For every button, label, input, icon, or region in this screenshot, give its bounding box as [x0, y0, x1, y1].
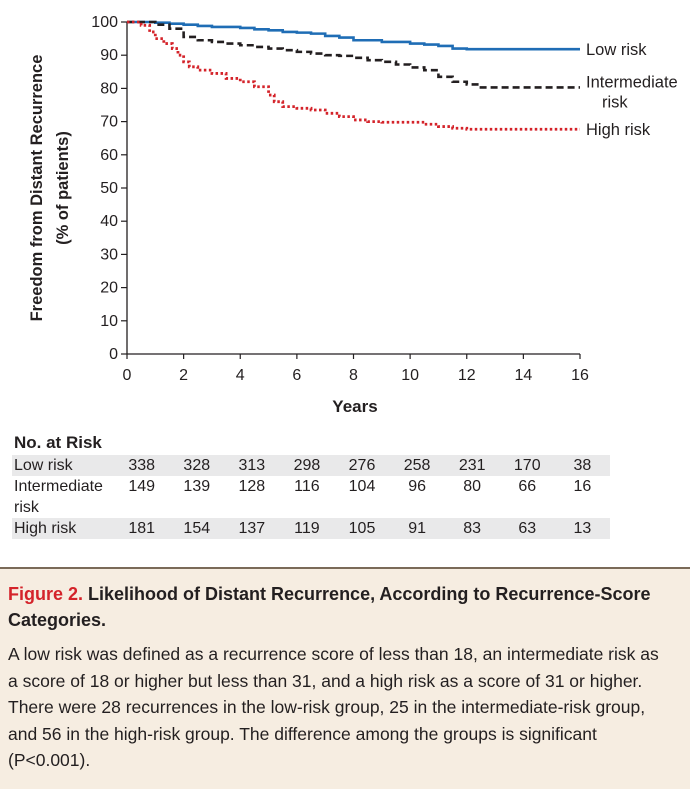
risk-count: 13 [554, 518, 610, 539]
risk-count: 231 [444, 455, 500, 476]
x-tick-label: 16 [571, 367, 589, 384]
risk-row-low: Low risk 338 328 313 298 276 258 231 170… [12, 455, 610, 476]
x-tick-label: 6 [292, 367, 301, 384]
x-tick-label: 10 [401, 367, 419, 384]
risk-count: 181 [114, 518, 170, 539]
series-line-low-risk [127, 20, 580, 51]
risk-count: 16 [573, 478, 592, 495]
y-axis-label-unit: (% of patients) [54, 131, 72, 245]
y-tick-label: 10 [100, 313, 118, 330]
risk-count: 104 [348, 478, 376, 495]
risk-count: 276 [334, 455, 390, 476]
risk-count: 139 [183, 478, 211, 495]
x-tick-label: 4 [236, 367, 245, 384]
x-axis-label: Years [332, 397, 377, 416]
series-line-intermediate-risk [127, 20, 580, 89]
figure-label: Figure 2. [8, 584, 84, 604]
risk-count: 96 [408, 478, 426, 495]
risk-count: 137 [224, 518, 280, 539]
risk-row-label: Low risk [12, 455, 115, 476]
series-label-high-risk: High risk [586, 121, 651, 139]
series-label-line: risk [602, 93, 628, 111]
y-axis: 0 10 20 30 40 50 60 70 80 90 100 [91, 14, 128, 363]
y-tick-label: 60 [100, 147, 118, 164]
risk-row-label: Intermediate risk [14, 478, 103, 516]
survival-chart: 0 10 20 30 40 50 60 70 80 90 100 0 2 4 6 8 10 12 14 16 Low… [28, 14, 678, 416]
risk-count: 154 [169, 518, 225, 539]
x-tick-label: 8 [349, 367, 358, 384]
risk-count: 83 [444, 518, 500, 539]
risk-count: 170 [499, 455, 555, 476]
y-tick-label: 50 [100, 180, 118, 197]
risk-count: 80 [463, 478, 482, 495]
plot-lines [127, 20, 580, 131]
figure-caption: Figure 2. Likelihood of Distant Recurren… [0, 567, 690, 789]
series-labels: Low risk Intermediate risk High risk [586, 41, 678, 139]
risk-row-label: High risk [12, 518, 115, 539]
y-tick-label: 20 [100, 280, 118, 297]
risk-count: 298 [279, 455, 335, 476]
caption-title-text: Likelihood of Distant Recurrence, Accord… [8, 584, 651, 630]
x-tick-label: 2 [179, 367, 188, 384]
y-tick-label: 0 [109, 346, 118, 363]
risk-count: 258 [389, 455, 445, 476]
risk-count: 149 [128, 478, 156, 495]
caption-body: A low risk was defined as a recurrence s… [8, 644, 659, 770]
risk-count: 128 [238, 478, 266, 495]
caption-title: Figure 2. Likelihood of Distant Recurren… [8, 581, 672, 633]
risk-count: 66 [518, 478, 537, 495]
y-tick-label: 100 [91, 14, 118, 31]
risk-count: 338 [114, 455, 170, 476]
y-axis-label: Freedom from Distant Recurrence [28, 55, 46, 322]
x-tick-label: 0 [123, 367, 132, 384]
risk-count: 38 [554, 455, 610, 476]
y-tick-label: 90 [100, 47, 118, 64]
x-axis: 0 2 4 6 8 10 12 14 16 [123, 353, 589, 384]
x-tick-label: 14 [514, 367, 532, 384]
risk-count: 63 [499, 518, 555, 539]
y-tick-label: 40 [100, 213, 118, 230]
series-label-intermediate-risk: Intermediate risk [586, 73, 678, 111]
risk-table: Low risk 338 328 313 298 276 258 231 170… [12, 455, 610, 539]
risk-row-intermediate: Intermediate risk 149 139 128 116 104 96… [12, 476, 610, 518]
y-tick-label: 30 [100, 246, 118, 263]
risk-count: 119 [279, 518, 335, 539]
risk-count: 313 [224, 455, 280, 476]
y-tick-label: 80 [100, 80, 118, 97]
y-tick-label: 70 [100, 114, 118, 131]
risk-table-title: No. at Risk [14, 433, 102, 452]
risk-row-high: High risk 181 154 137 119 105 91 83 63 1… [12, 518, 610, 539]
risk-count: 105 [334, 518, 390, 539]
risk-count: 91 [389, 518, 445, 539]
series-label-line: Intermediate [586, 73, 678, 91]
x-tick-label: 12 [458, 367, 476, 384]
series-label-low-risk: Low risk [586, 41, 647, 59]
risk-count: 328 [169, 455, 225, 476]
risk-count: 116 [294, 478, 320, 495]
